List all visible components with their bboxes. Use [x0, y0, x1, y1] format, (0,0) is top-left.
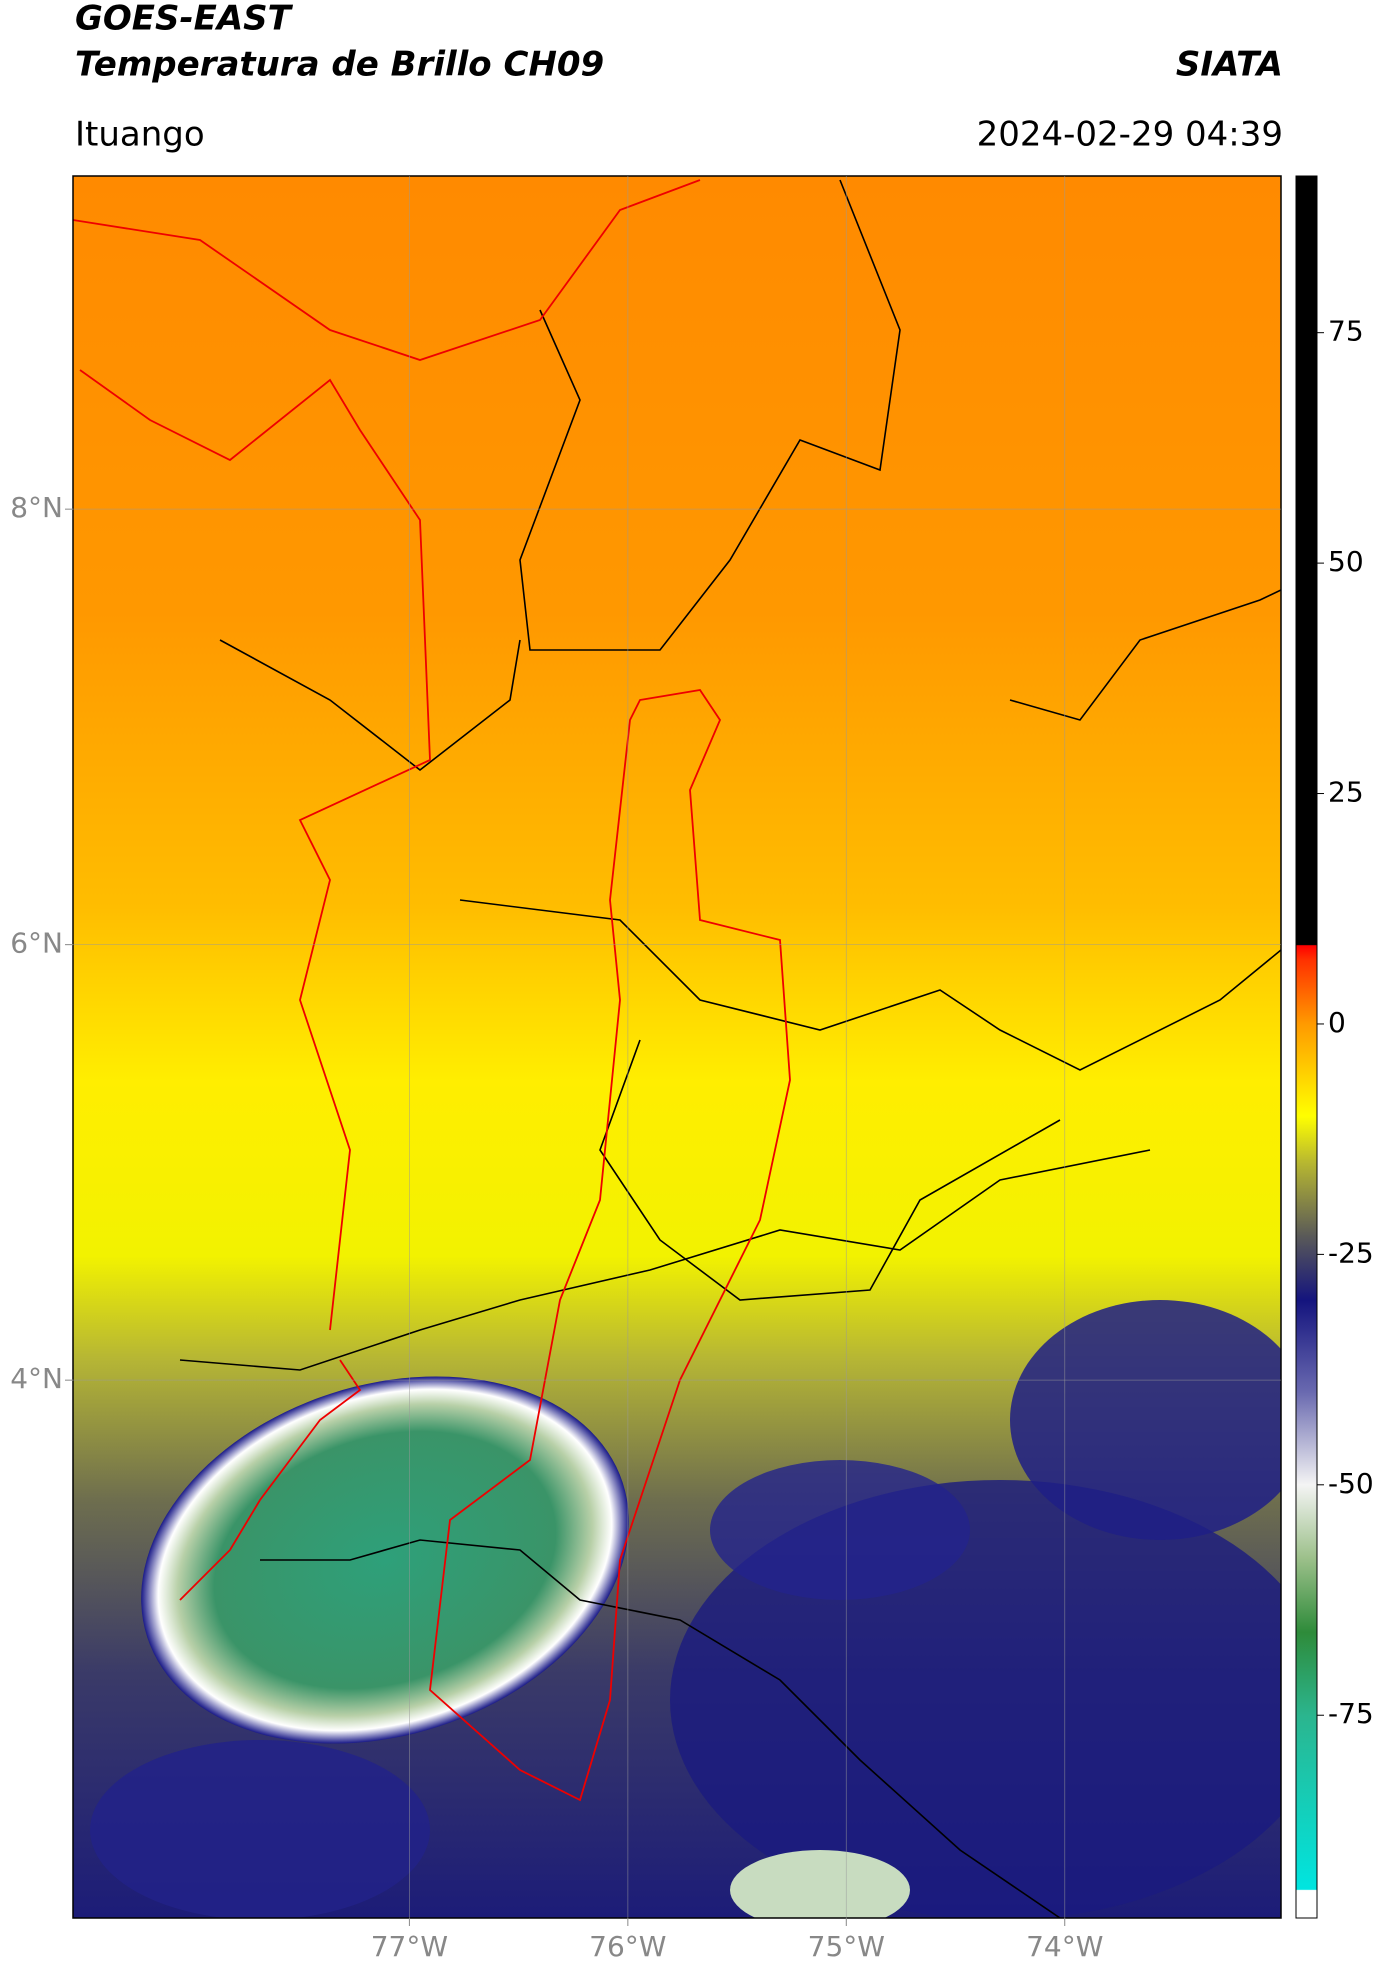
x-tick-label: 74°W	[1026, 1930, 1103, 1963]
x-tick-label: 75°W	[808, 1930, 885, 1963]
y-tick-label: 4°N	[10, 1362, 63, 1395]
cloud-area	[1010, 1300, 1281, 1540]
subtitle: Temperatura de Brillo CH09	[75, 45, 604, 85]
colorbar-tick-label: -75	[1328, 1697, 1374, 1730]
boundaries	[73, 179, 791, 1802]
location: Ituango	[75, 115, 205, 155]
cloud-area	[730, 1850, 910, 1918]
map-frame	[72, 175, 1282, 1919]
colorbar-tick-label: 75	[1328, 315, 1364, 348]
storm-cell	[141, 1376, 629, 1744]
colorbar-tick-label: 25	[1328, 776, 1364, 809]
colorbar	[1295, 175, 1318, 1919]
colorbar-tick-label: -50	[1328, 1467, 1374, 1500]
timestamp: 2024-02-29 04:39	[977, 115, 1283, 155]
agency: SIATA	[1176, 45, 1283, 85]
cloud-area	[710, 1460, 970, 1600]
x-tick-label: 76°W	[589, 1930, 666, 1963]
title: GOES-EAST	[75, 0, 294, 39]
cloud-area	[90, 1740, 430, 1918]
x-tick-label: 77°W	[371, 1930, 448, 1963]
colorbar-tick-label: 50	[1328, 545, 1364, 578]
map-image	[73, 176, 1281, 1918]
colorbar-tick-label: -25	[1328, 1236, 1374, 1269]
colorbar-tick-label: 0	[1328, 1006, 1346, 1039]
borders	[179, 179, 1281, 1918]
y-tick-label: 6°N	[10, 927, 63, 960]
y-tick-label: 8°N	[10, 491, 63, 524]
